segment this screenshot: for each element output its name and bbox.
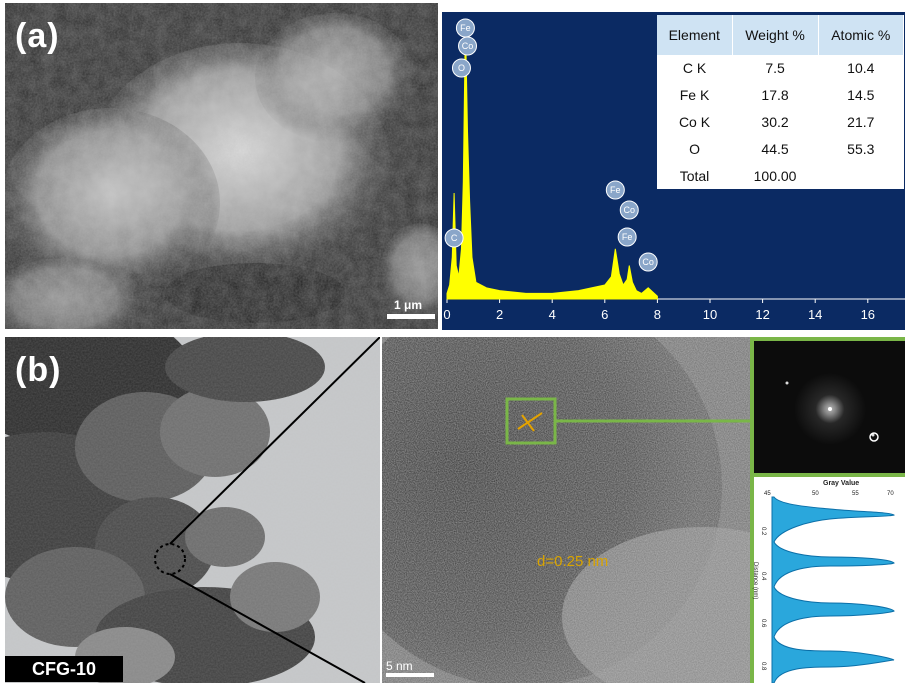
- x-axis-tick-label: 2: [496, 307, 503, 322]
- svg-text:55: 55: [852, 491, 859, 497]
- sample-label: CFG-10: [5, 656, 123, 682]
- table-header-cell: Element: [657, 15, 733, 55]
- x-axis-tick-label: 16: [861, 307, 875, 322]
- table-cell: 30.2: [761, 113, 789, 130]
- peak-label: Co: [642, 257, 654, 267]
- peak-badge: [458, 36, 478, 56]
- fft-spot-marker: [869, 432, 879, 442]
- table-header-cell: Atomic %: [818, 15, 905, 55]
- tem-image-panel: (b): [5, 337, 380, 683]
- table-cell: [818, 162, 903, 189]
- panel-b-label: (b): [15, 351, 62, 389]
- table-row: C K 7.5 10.4: [657, 55, 904, 82]
- svg-text:0.6: 0.6: [760, 619, 766, 628]
- hrtem-image: [382, 337, 750, 683]
- eds-spectrum-series: [446, 19, 658, 300]
- svg-text:50: 50: [812, 491, 819, 497]
- x-axis-tick-label: 10: [703, 307, 717, 322]
- table-row: Fe K 17.8 14.5: [657, 82, 904, 109]
- lattice-marker: [521, 414, 535, 432]
- profile-curve: [771, 496, 895, 683]
- hrtem-image-panel: d=0.25 nm 5 nm: [382, 337, 750, 683]
- fft-and-profile: Gray Value 45 50 55 70 0.2 0.4 0.6 0.8 D…: [752, 341, 905, 683]
- table-cell: 55.3: [847, 140, 875, 157]
- peak-badge: [619, 200, 639, 220]
- d-spacing-label: d=0.25 nm: [537, 553, 609, 570]
- table-cell: 44.5: [761, 140, 789, 157]
- sem-image: [5, 3, 438, 329]
- svg-text:45: 45: [764, 491, 771, 497]
- peak-badge: [617, 227, 637, 247]
- svg-text:0.2: 0.2: [760, 527, 766, 536]
- peak-label: C: [451, 233, 458, 243]
- hrtem-scale-bar-line: [386, 673, 434, 677]
- peak-badge: [451, 58, 471, 78]
- x-axis-tick-label: 14: [808, 307, 822, 322]
- table-cell: 14.5: [847, 87, 875, 104]
- svg-text:0.4: 0.4: [760, 572, 766, 581]
- x-axis-tick-label: 8: [654, 307, 661, 322]
- peak-badge: [444, 228, 464, 248]
- x-axis-tick-label: 12: [755, 307, 769, 322]
- table-cell: Co K: [678, 113, 711, 130]
- x-axis-tick-label: 6: [601, 307, 608, 322]
- fft-inset-panel: Gray Value 45 50 55 70 0.2 0.4 0.6 0.8 D…: [750, 337, 905, 683]
- peak-label: Fe: [610, 185, 621, 195]
- peak-label: Co: [462, 41, 474, 51]
- table-cell: C K: [682, 60, 707, 77]
- sem-scale-bar-text: 1 μm: [394, 298, 423, 312]
- table-row: O 44.5 55.3: [657, 135, 904, 162]
- table-cell: 7.5: [765, 60, 785, 77]
- table-cell: Fe K: [679, 87, 710, 104]
- table-cell: O: [689, 140, 700, 157]
- selection-circle: [154, 543, 186, 575]
- peak-badge: [605, 180, 625, 200]
- hrtem-scale-bar-text: 5 nm: [386, 659, 413, 673]
- table-header-cell: Weight %: [732, 15, 819, 55]
- table-cell: 17.8: [761, 87, 789, 104]
- eds-composition-table: Element Weight % Atomic % C K 7.5 10.4 F…: [657, 15, 905, 189]
- table-row: Co K 30.2 21.7: [657, 109, 904, 136]
- x-axis-tick-label: 4: [549, 307, 556, 322]
- scale-bar-line: [387, 314, 435, 319]
- table-header-row: Element Weight % Atomic %: [657, 15, 905, 55]
- table-cell: 10.4: [847, 60, 875, 77]
- x-axis-tick-label: 0: [443, 307, 450, 322]
- svg-text:0.8: 0.8: [760, 662, 766, 671]
- sem-image-panel: (a) 1 μm: [5, 3, 438, 329]
- peak-badge: [638, 252, 658, 272]
- profile-axis-label: Distance (nm): [752, 562, 758, 599]
- zoom-line-top: [169, 337, 380, 545]
- peak-label: O: [458, 63, 465, 73]
- lattice-marker: [517, 412, 543, 430]
- panel-a-label: (a): [15, 17, 60, 55]
- zoom-line-bottom: [169, 573, 366, 683]
- svg-text:70: 70: [887, 491, 894, 497]
- peak-label: Fe: [622, 232, 633, 242]
- tem-image: [5, 337, 380, 683]
- table-row: Total 100.00: [657, 162, 904, 189]
- eds-spectrum-panel: 0 2 4 6 8 10 12 14 16 Fe Co O C Fe Co Fe Co Element Wei…: [442, 12, 905, 330]
- table-cell: 21.7: [847, 113, 875, 130]
- profile-title: Gray Value: [823, 480, 859, 487]
- peak-label: Co: [624, 205, 636, 215]
- table-cell: 100.00: [753, 167, 797, 184]
- peak-label: Fe: [460, 23, 471, 33]
- table-cell: Total: [679, 167, 710, 184]
